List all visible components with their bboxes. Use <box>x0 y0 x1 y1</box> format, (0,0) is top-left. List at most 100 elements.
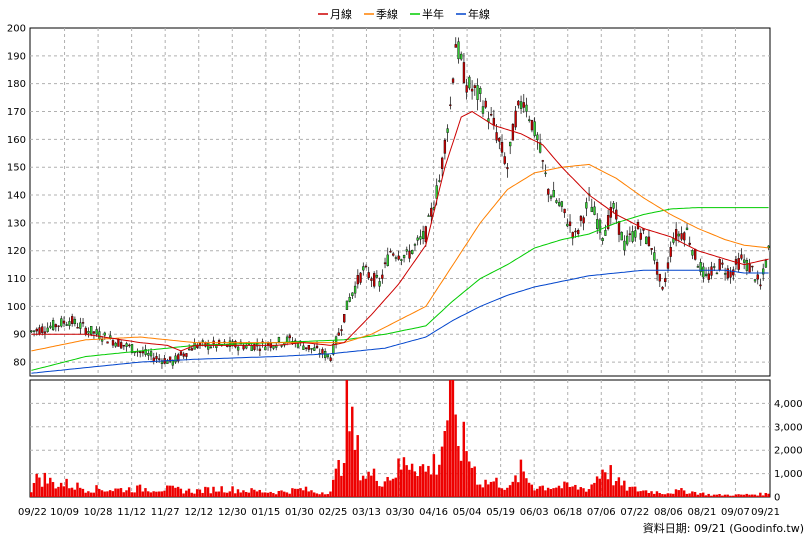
candle-body <box>647 236 651 246</box>
volume-bar <box>108 490 112 497</box>
volume-bar <box>263 492 267 497</box>
y-tick-label: 150 <box>7 163 26 174</box>
candle-body <box>732 269 735 276</box>
candle-body <box>296 342 300 348</box>
volume-bar <box>255 491 259 497</box>
candle-body <box>389 250 392 253</box>
volume-bar <box>740 494 743 497</box>
volume-bar <box>38 477 41 497</box>
candle-body <box>677 233 681 237</box>
candle-body <box>182 353 185 357</box>
volume-bar <box>353 449 357 497</box>
legend-item: 半年 <box>422 7 444 21</box>
volume-bar <box>623 480 626 497</box>
candle-body <box>46 327 49 332</box>
volume-bar <box>742 494 746 497</box>
candle-body <box>30 330 33 332</box>
volume-bar <box>497 487 501 497</box>
volume-bar <box>315 493 319 497</box>
candle-body <box>753 279 757 282</box>
candle-body <box>541 160 544 162</box>
candle-body <box>743 259 746 263</box>
volume-bar <box>125 490 128 497</box>
candle-body <box>473 85 476 88</box>
volume-bar <box>73 489 76 497</box>
candle-body <box>288 335 291 339</box>
candle-body <box>702 266 705 278</box>
candle-body <box>468 76 471 89</box>
candle-body <box>620 231 623 241</box>
candle-body <box>416 237 419 241</box>
candle-body <box>544 172 547 175</box>
volume-bar <box>201 492 204 497</box>
candle-body <box>81 322 85 324</box>
volume-bar <box>718 494 721 497</box>
volume-bar <box>277 490 281 497</box>
candle-body <box>443 139 447 154</box>
candle-body <box>737 258 740 270</box>
candle-body <box>304 347 308 349</box>
candle-body <box>155 356 158 360</box>
candle-body <box>386 254 389 266</box>
volume-bar <box>470 467 474 497</box>
volume-bar <box>348 431 351 497</box>
x-tick-label: 02/25 <box>318 507 347 518</box>
volume-bar <box>661 494 664 497</box>
volume-bar <box>397 458 400 497</box>
x-tick-label: 10/09 <box>50 507 79 518</box>
volume-bar <box>76 482 79 497</box>
volume-bar <box>32 482 36 497</box>
candle-body <box>351 292 354 296</box>
candle-body <box>264 346 267 351</box>
volume-bar <box>168 485 172 497</box>
volume-bar <box>400 469 403 497</box>
y-tick-label: 90 <box>13 330 26 341</box>
candle-body <box>688 242 691 245</box>
volume-bar <box>756 495 759 497</box>
candle-body <box>631 231 634 242</box>
volume-bar <box>236 489 240 497</box>
volume-bar <box>699 493 702 497</box>
volume-bar <box>114 488 117 497</box>
candle-body <box>492 117 496 126</box>
candle-body <box>710 266 713 276</box>
candle-body <box>397 255 400 260</box>
x-tick-label: 07/06 <box>587 507 616 518</box>
volume-bar <box>361 475 365 497</box>
candle-body <box>383 262 387 265</box>
candle-body <box>606 215 610 230</box>
candle-body <box>92 331 96 334</box>
volume-bar <box>560 488 563 497</box>
ma-month-line <box>31 110 769 352</box>
candle-body <box>593 206 596 215</box>
candle-body <box>419 236 422 240</box>
candle-body <box>568 221 572 226</box>
candle-body <box>370 278 373 281</box>
candle-body <box>32 330 36 332</box>
y-tick-label: 80 <box>13 358 26 369</box>
candle-body <box>655 262 659 275</box>
candle-body <box>392 253 395 256</box>
volume-bar <box>182 493 185 497</box>
volume-bar <box>650 491 653 497</box>
candle-body <box>438 180 441 182</box>
volume-bar <box>171 485 174 497</box>
volume-bar <box>231 486 234 497</box>
volume-bar <box>568 486 572 497</box>
candle-body <box>696 266 700 268</box>
x-tick-label: 01/30 <box>285 507 314 518</box>
candle-body <box>522 102 525 108</box>
candle-body <box>691 250 694 256</box>
volume-bar <box>269 491 272 497</box>
volume-bar <box>563 481 566 497</box>
volume-bar <box>103 491 106 497</box>
candle-body <box>337 332 340 336</box>
volume-bar <box>209 493 213 497</box>
candle-body <box>277 337 281 342</box>
x-tick-label: 08/21 <box>687 507 716 518</box>
volume-bar <box>737 494 740 497</box>
volume-bar <box>734 494 738 497</box>
volume-bar <box>432 454 436 497</box>
volume-bar <box>508 485 512 497</box>
volume-bar <box>655 491 659 497</box>
